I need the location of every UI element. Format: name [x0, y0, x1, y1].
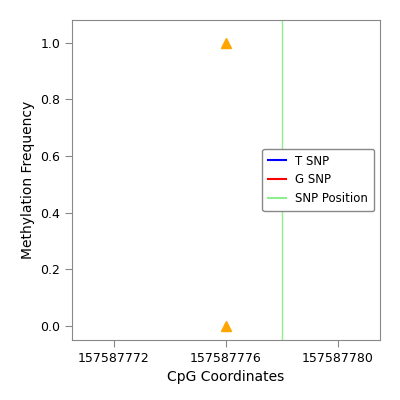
Y-axis label: Methylation Frequency: Methylation Frequency	[21, 101, 35, 259]
Legend: T SNP, G SNP, SNP Position: T SNP, G SNP, SNP Position	[262, 149, 374, 211]
X-axis label: CpG Coordinates: CpG Coordinates	[167, 370, 285, 384]
